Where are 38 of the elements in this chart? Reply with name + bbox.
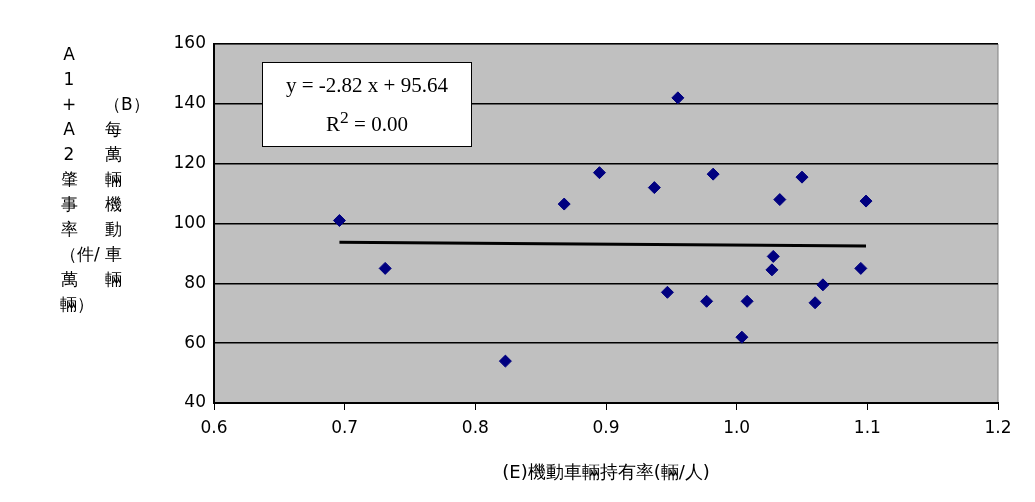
point	[378, 261, 392, 275]
point	[766, 249, 780, 263]
x-axis-title: (E)機動車輛持有率(輛/人)	[502, 460, 710, 482]
point	[735, 330, 749, 344]
x-tick-label: 1.2	[984, 416, 1012, 437]
x-tick-label: 1.1	[853, 416, 881, 437]
y-tick-label: 160	[173, 32, 206, 53]
point	[660, 285, 674, 299]
y-tick-label: 100	[173, 211, 206, 232]
point	[773, 193, 787, 207]
x-tick-label: 0.6	[200, 416, 228, 437]
text: （B）每萬輛機動車輛 A1+A2肇事率（件/萬輛）	[60, 44, 150, 314]
x-tick-label: 0.8	[461, 416, 489, 437]
y-tick-label: 40	[184, 391, 206, 412]
point	[592, 166, 606, 180]
point	[808, 296, 822, 310]
annotation: R$^{2}$ = 0.00	[325, 106, 409, 138]
y-tick-label: 120	[173, 152, 206, 173]
annotation: y = -2.82 x + 95.64	[285, 72, 449, 99]
point	[498, 354, 512, 368]
point	[706, 167, 720, 181]
point	[557, 197, 571, 211]
x-tick-label: 1.0	[723, 416, 751, 437]
point	[795, 170, 809, 184]
point	[740, 294, 754, 308]
point	[700, 294, 714, 308]
y-tick-label: 60	[184, 331, 206, 352]
point	[816, 278, 830, 292]
y-tick-label: 80	[184, 271, 206, 292]
point	[332, 214, 346, 228]
point	[854, 261, 868, 275]
point	[647, 181, 661, 195]
x-tick-label: 0.7	[331, 416, 359, 437]
point	[765, 263, 779, 277]
y-tick-label: 140	[173, 92, 206, 113]
point	[859, 194, 873, 208]
point	[671, 91, 685, 105]
x-tick-label: 0.9	[592, 416, 620, 437]
